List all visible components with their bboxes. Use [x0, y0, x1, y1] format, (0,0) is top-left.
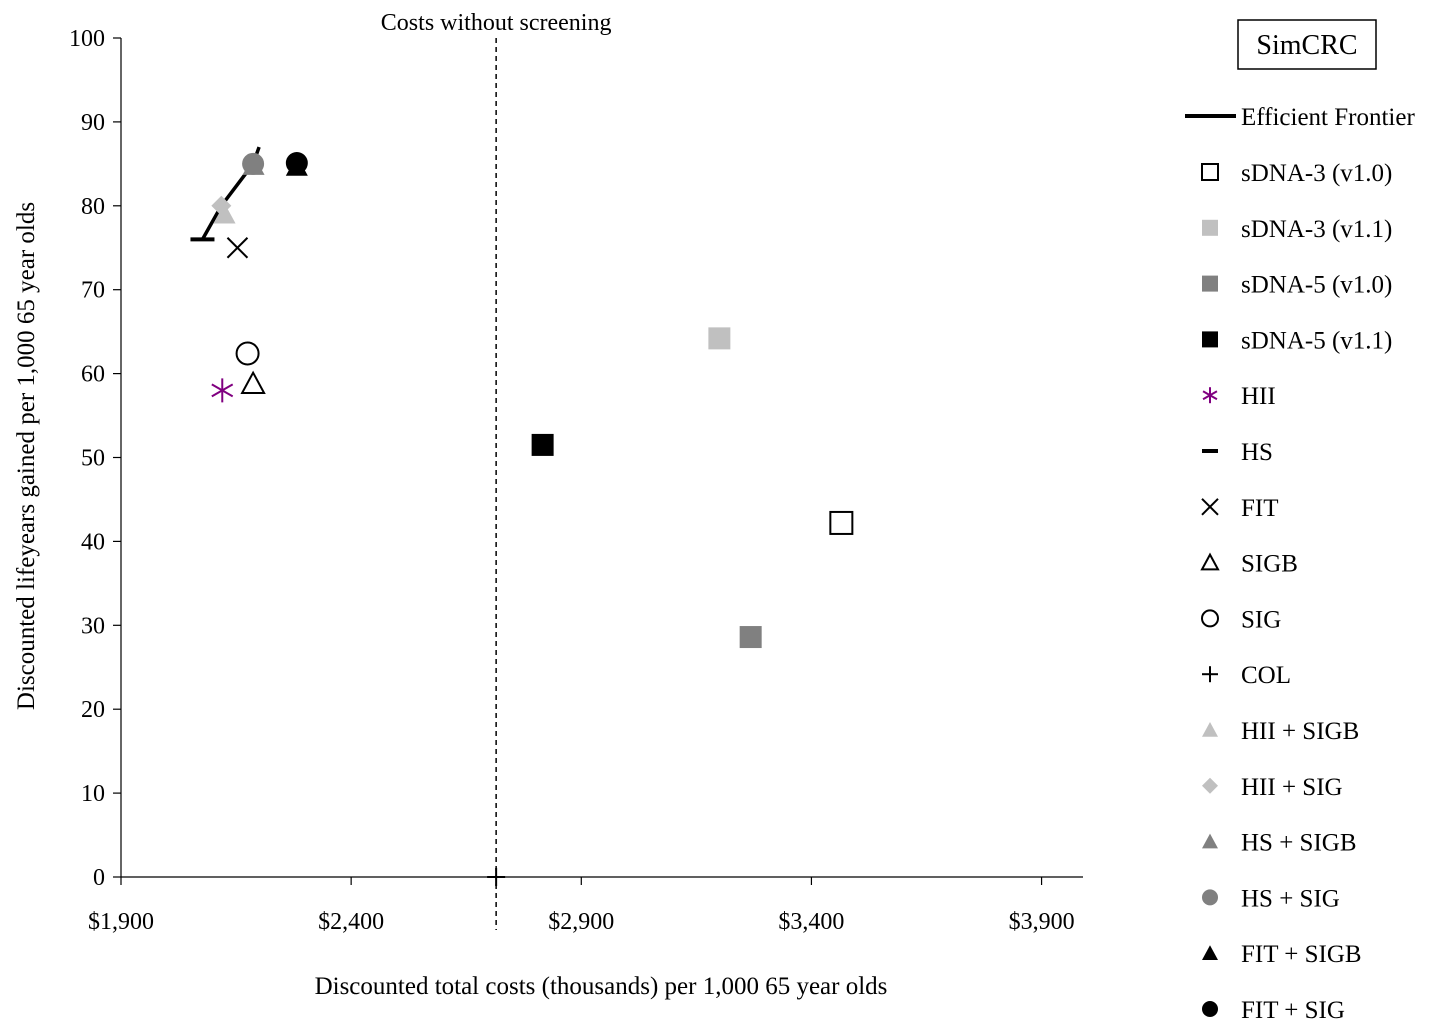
- y-tick-label: 90: [81, 110, 105, 136]
- legend-marker: [1201, 163, 1219, 181]
- axes: 0 10 20 30 40 50 60 70 80 90 100 $1,900 $2,400 $2,900…: [69, 26, 1083, 935]
- x-tick-label: $1,900: [88, 909, 154, 935]
- legend-label: COL: [1241, 662, 1291, 689]
- legend-label: HS + SIGB: [1241, 830, 1357, 857]
- x-tick-label: $2,900: [548, 909, 614, 935]
- point-hs-sig: [242, 152, 265, 175]
- legend-label: SIG: [1241, 606, 1281, 633]
- x-tick-label: $3,900: [1009, 909, 1075, 935]
- legend-marker: [1202, 219, 1218, 236]
- legend: SimCRC Efficient Frontier sDNA-3 (v1.0)s…: [1185, 19, 1415, 1024]
- point-sigb: [240, 370, 266, 395]
- plot-area: [190, 38, 854, 930]
- y-tick-label: 40: [81, 529, 105, 555]
- legend-label: sDNA-3 (v1.0): [1241, 160, 1392, 187]
- point-sdna-3-v1-0: [829, 510, 854, 535]
- y-tick-label: 100: [69, 26, 105, 52]
- legend-label: HII + SIG: [1241, 774, 1343, 801]
- legend-label: FIT + SIGB: [1241, 941, 1362, 968]
- legend-marker: [1201, 609, 1219, 628]
- legend-label: HII: [1241, 383, 1276, 410]
- legend-marker: [1201, 498, 1219, 516]
- y-tick-label: 60: [81, 362, 105, 388]
- point-sdna-5-v1-0: [739, 626, 762, 649]
- y-tick-label: 10: [81, 781, 105, 807]
- legend-marker: [1202, 331, 1218, 348]
- legend-label: sDNA-5 (v1.0): [1241, 272, 1392, 299]
- y-tick-label: 80: [81, 194, 105, 220]
- x-tick-label: $3,400: [778, 909, 844, 935]
- legend-label: HS + SIG: [1241, 885, 1340, 912]
- legend-marker: [1200, 552, 1220, 571]
- point-fit-sig: [285, 152, 308, 175]
- point-hii-sig: [211, 195, 232, 216]
- y-tick-label: 30: [81, 613, 105, 639]
- y-tick-label: 20: [81, 697, 105, 723]
- y-tick-label: 0: [93, 865, 105, 891]
- point-sig: [235, 341, 260, 366]
- legend-marker: [1202, 666, 1218, 683]
- legend-title: SimCRC: [1256, 30, 1357, 61]
- reference-line-label: Costs without screening: [381, 10, 612, 36]
- legend-marker: [1202, 722, 1218, 737]
- y-axis-title: Discounted lifeyears gained per 1,000 65…: [13, 202, 40, 710]
- point-fit: [226, 237, 249, 259]
- legend-marker: [1202, 1001, 1218, 1017]
- y-tick-label: 70: [81, 278, 105, 304]
- legend-label: sDNA-5 (v1.1): [1241, 327, 1392, 354]
- point-sdna-5-v1-1: [531, 433, 554, 456]
- legend-label: sDNA-3 (v1.1): [1241, 216, 1392, 243]
- x-tick-label: $2,400: [318, 909, 384, 935]
- legend-marker: [1202, 945, 1218, 960]
- legend-marker: [1202, 833, 1218, 849]
- point-hii: [211, 378, 234, 403]
- legend-title-box: [1237, 19, 1377, 70]
- y-tick-label: 50: [81, 446, 105, 472]
- legend-label: HS: [1241, 439, 1273, 466]
- legend-marker: [1202, 777, 1218, 794]
- legend-marker: [1202, 387, 1218, 404]
- legend-items: sDNA-3 (v1.0) sDNA-3 (v1.1) sDNA-5 (v1.0) s…: [1200, 160, 1392, 1024]
- point-hii-sigb: [213, 203, 236, 224]
- legend-frontier-label: Efficient Frontier: [1241, 104, 1415, 131]
- legend-label: SIGB: [1241, 551, 1298, 578]
- legend-label: FIT + SIG: [1241, 997, 1345, 1024]
- legend-label: HII + SIGB: [1241, 718, 1359, 745]
- legend-label: FIT: [1241, 495, 1279, 522]
- x-axis-title: Discounted total costs (thousands) per 1…: [315, 973, 888, 1000]
- legend-marker: [1202, 889, 1218, 906]
- point-sdna-3-v1-1: [708, 327, 731, 350]
- legend-marker: [1202, 275, 1218, 292]
